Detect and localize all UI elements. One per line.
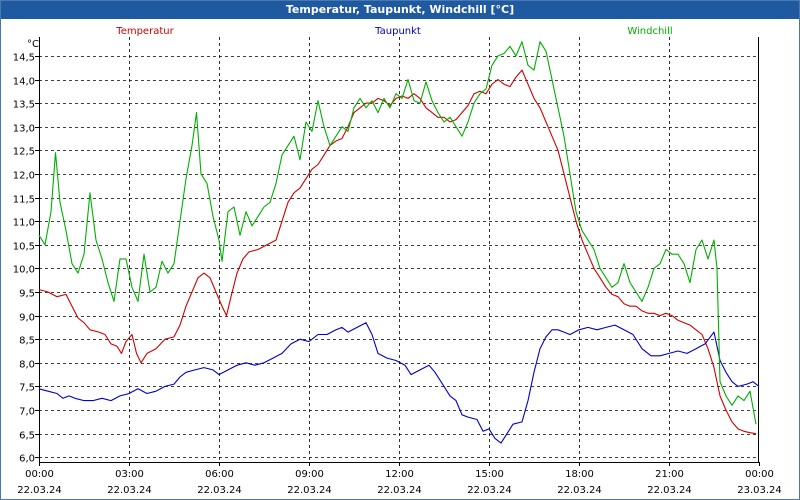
y-unit-label: °C [27,39,39,50]
x-tick-date-label: 22.03.24 [647,485,692,496]
x-tick-time-label: 03:00 [115,469,144,480]
x-tick-date-label: 22.03.24 [107,485,152,496]
y-tick-label: 9,0 [19,313,35,324]
y-tick-label: 14,0 [13,77,35,88]
x-tick-time-label: 18:00 [565,469,594,480]
y-tick-label: 10,5 [13,242,35,253]
window-title: Temperatur, Taupunkt, Windchill [°C] [1,1,799,19]
series-line-windchill [38,41,757,425]
y-tick-label: 11,5 [13,195,35,206]
y-tick-label: 7,5 [19,383,35,394]
x-tick-time-label: 15:00 [475,469,504,480]
x-tick-date-label: 22.03.24 [557,485,602,496]
x-tick-date-label: 22.03.24 [467,485,512,496]
y-tick-label: 12,0 [13,171,35,182]
legend-entry-windchill: Windchill [627,26,672,37]
y-axis: 6,0 6,5 7,0 7,5 8,0 8,5 9,0 9,5 10,0 10,5 11,0 11,5… [13,39,39,465]
x-axis: 00:00 22.03.24 03:00 22.03.24 06:00 22.03.24 0… [17,462,782,496]
y-tick-label: 9,5 [19,289,35,300]
x-tick-date-label: 22.03.24 [17,485,62,496]
x-tick-time-label: 00:00 [745,469,774,480]
chart-grid [39,37,759,462]
x-tick-date-label: 22.03.24 [197,485,242,496]
y-tick-label: 8,5 [19,336,35,347]
y-tick-label: 6,0 [19,454,35,465]
y-tick-label: 12,5 [13,147,35,158]
legend: Temperatur Taupunkt Windchill [115,26,672,37]
y-tick-label: 8,0 [19,360,35,371]
y-tick-label: 10,0 [13,265,35,276]
x-tick-date-label: 23.03.24 [737,485,782,496]
legend-entry-temperatur: Temperatur [115,26,174,37]
y-tick-label: 7,0 [19,407,35,418]
x-tick-date-label: 22.03.24 [377,485,422,496]
y-tick-label: 13,5 [13,100,35,111]
x-tick-date-label: 22.03.24 [287,485,332,496]
plot-border [39,37,759,463]
legend-entry-taupunkt: Taupunkt [374,26,421,37]
series-lines [38,41,760,444]
x-tick-time-label: 00:00 [25,469,54,480]
y-tick-label: 11,0 [13,218,35,229]
x-tick-time-label: 06:00 [205,469,234,480]
y-tick-label: 13,0 [13,124,35,135]
x-tick-time-label: 21:00 [655,469,684,480]
series-line-temperatur [38,69,757,435]
y-tick-label: 14,5 [13,53,35,64]
x-tick-time-label: 12:00 [385,469,414,480]
x-tick-time-label: 09:00 [295,469,324,480]
series-line-taupunkt [38,322,760,444]
y-tick-label: 6,5 [19,431,35,442]
